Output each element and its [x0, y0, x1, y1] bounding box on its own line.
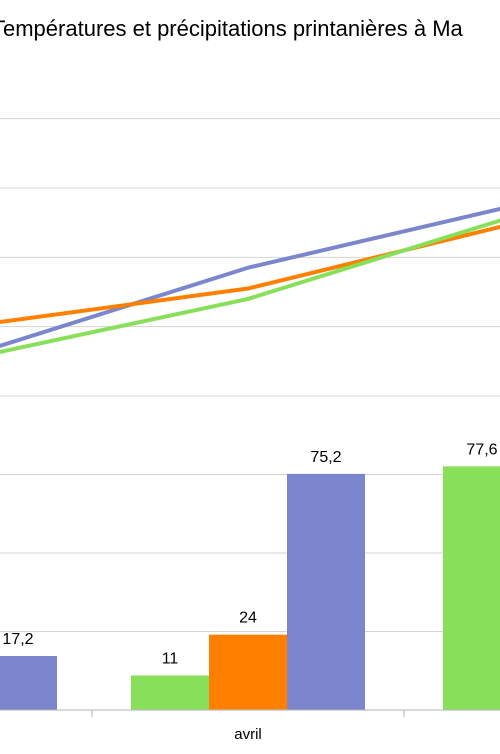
bar-data-label: 24 — [239, 610, 257, 627]
bar-data-label: 17,2 — [2, 631, 33, 648]
series-line — [0, 218, 500, 355]
bar — [131, 675, 209, 710]
bar-layer — [0, 466, 500, 710]
bar-data-label: 77,6 — [466, 441, 497, 458]
bar — [287, 473, 365, 710]
label-layer: 11 77,6 24 17,2 75,2 — [2, 441, 497, 667]
line-layer — [0, 206, 500, 355]
series-line — [0, 224, 500, 325]
bar — [209, 634, 287, 710]
x-tick-label: avril — [234, 726, 262, 743]
bar — [0, 655, 57, 710]
bar — [443, 466, 500, 710]
chart-title: Températures et précipitations printaniè… — [0, 16, 463, 41]
bar-data-label: 11 — [162, 650, 179, 667]
series-line — [0, 206, 500, 348]
axis-layer: avril — [0, 709, 500, 743]
bar-data-label: 75,2 — [310, 449, 341, 466]
